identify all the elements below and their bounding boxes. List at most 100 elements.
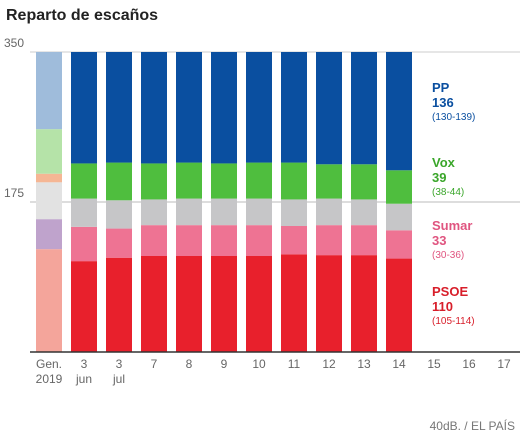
x-tick-label-line1: 17 (497, 357, 511, 371)
bar-psoe-segment (386, 258, 412, 352)
bar-sumar-segment (246, 225, 272, 256)
bar-pp-segment (316, 52, 342, 165)
legend-psoe-name: PSOE (432, 284, 469, 299)
bar-otros-segment (71, 198, 97, 227)
legend-pp-value: 136 (432, 95, 454, 110)
x-tick-label: Gen. 2019 (29, 357, 69, 387)
source-credit: 40dB. / EL PAÍS (429, 419, 515, 433)
bar-vox-segment (351, 164, 377, 200)
x-tick-label: 7 (134, 357, 174, 372)
bar-psoe-segment (281, 254, 307, 352)
legend-psoe-value: 110 (432, 299, 453, 314)
x-tick-label-line2: jun (75, 372, 92, 386)
bar-pp-segment (106, 52, 132, 163)
x-tick-label-line1: Gen. (35, 357, 62, 371)
x-tick-label: 3 jul (99, 357, 139, 387)
bar-sumar-segment (281, 226, 307, 255)
bar-otros-segment (106, 200, 132, 229)
x-tick-label: 16 (449, 357, 489, 372)
bar-vox-segment (316, 164, 342, 199)
bar-psoe-segment (176, 256, 202, 352)
x-tick-label: 3 jun (64, 357, 104, 387)
bar-sumar-segment (176, 225, 202, 256)
x-tick-label-line1: 12 (322, 357, 336, 371)
x-tick-label-line1: 8 (185, 357, 193, 371)
x-tick-label-line1: 9 (220, 357, 228, 371)
bar-sumar-segment (211, 225, 237, 256)
x-tick-label-line1: 3 (115, 357, 123, 371)
bar-vox-segment (71, 163, 97, 199)
x-tick-label: 17 (484, 357, 524, 372)
bar-pp-segment (386, 52, 412, 171)
bar-vox-segment (106, 162, 132, 201)
bar-sumar-segment (316, 225, 342, 256)
baseline-2019-segment (36, 129, 62, 174)
legend-vox-range: (38-44) (432, 187, 465, 198)
bar-otros-segment (211, 198, 237, 226)
legend-sumar-value: 33 (432, 233, 447, 248)
bar-vox-segment (281, 162, 307, 200)
bar-otros-segment (316, 198, 342, 226)
baseline-2019-segment (36, 52, 62, 130)
x-tick-label-line1: 10 (252, 357, 266, 371)
x-tick-label-line2: 2019 (35, 372, 63, 386)
x-tick-label-line1: 11 (287, 357, 301, 371)
legend-sumar-range: (30-36) (432, 250, 465, 261)
baseline-2019-segment (36, 182, 62, 220)
x-tick-label: 10 (239, 357, 279, 372)
bar-vox-segment (386, 170, 412, 204)
baseline-2019-segment (36, 173, 62, 183)
x-tick-label-line1: 13 (357, 357, 371, 371)
y-tick-label: 175 (4, 186, 25, 200)
bar-pp-segment (246, 52, 272, 163)
bar-otros-segment (386, 203, 412, 231)
bar-psoe-segment (316, 255, 342, 352)
x-tick-label-line1: 3 (80, 357, 88, 371)
legend-vox: Vox 39 (38-44) (432, 155, 464, 200)
bar-otros-segment (351, 199, 377, 226)
bar-psoe-segment (211, 256, 237, 352)
bar-vox-segment (176, 162, 202, 199)
bar-pp-segment (211, 52, 237, 164)
bar-otros-segment (281, 199, 307, 226)
bar-pp-segment (176, 52, 202, 163)
chart-title: Reparto de escaños (6, 7, 159, 24)
x-tick-label-line1: 14 (392, 357, 406, 371)
bar-pp-segment (141, 52, 167, 164)
bar-sumar-segment (106, 228, 132, 258)
legend-pp-name: PP (432, 80, 450, 95)
legend-pp: PP 136 (130-139) (432, 80, 475, 125)
bar-vox-segment (211, 163, 237, 199)
bar-sumar-segment (351, 225, 377, 256)
bar-psoe-segment (71, 261, 97, 352)
bar-otros-segment (246, 198, 272, 226)
x-tick-label: 14 (379, 357, 419, 372)
x-tick-label: 11 (274, 357, 314, 372)
bar-pp-segment (281, 52, 307, 163)
bar-psoe-segment (141, 256, 167, 352)
bar-sumar-segment (71, 226, 97, 262)
y-tick-label: 350 (4, 36, 25, 50)
legend-vox-name: Vox (432, 155, 455, 170)
x-tick-label-line1: 7 (150, 357, 158, 371)
bar-pp-segment (71, 52, 97, 164)
bar-psoe-segment (106, 257, 132, 352)
x-tick-label: 8 (169, 357, 209, 372)
x-tick-label: 12 (309, 357, 349, 372)
legend-sumar: Sumar 33 (30-36) (432, 218, 472, 263)
bar-vox-segment (141, 163, 167, 200)
bar-psoe-segment (351, 255, 377, 352)
bar-pp-segment (351, 52, 377, 165)
legend-vox-value: 39 (432, 170, 447, 185)
x-tick-label-line2: jul (112, 372, 125, 386)
bar-sumar-segment (141, 225, 167, 256)
bar-sumar-segment (386, 230, 412, 259)
legend-psoe-range: (105-114) (432, 316, 475, 327)
baseline-2019-segment (36, 249, 62, 352)
x-tick-label-line1: 16 (462, 357, 476, 371)
bar-psoe-segment (246, 256, 272, 352)
x-tick-label: 13 (344, 357, 384, 372)
bar-vox-segment (246, 162, 272, 199)
bar-otros-segment (176, 198, 202, 226)
